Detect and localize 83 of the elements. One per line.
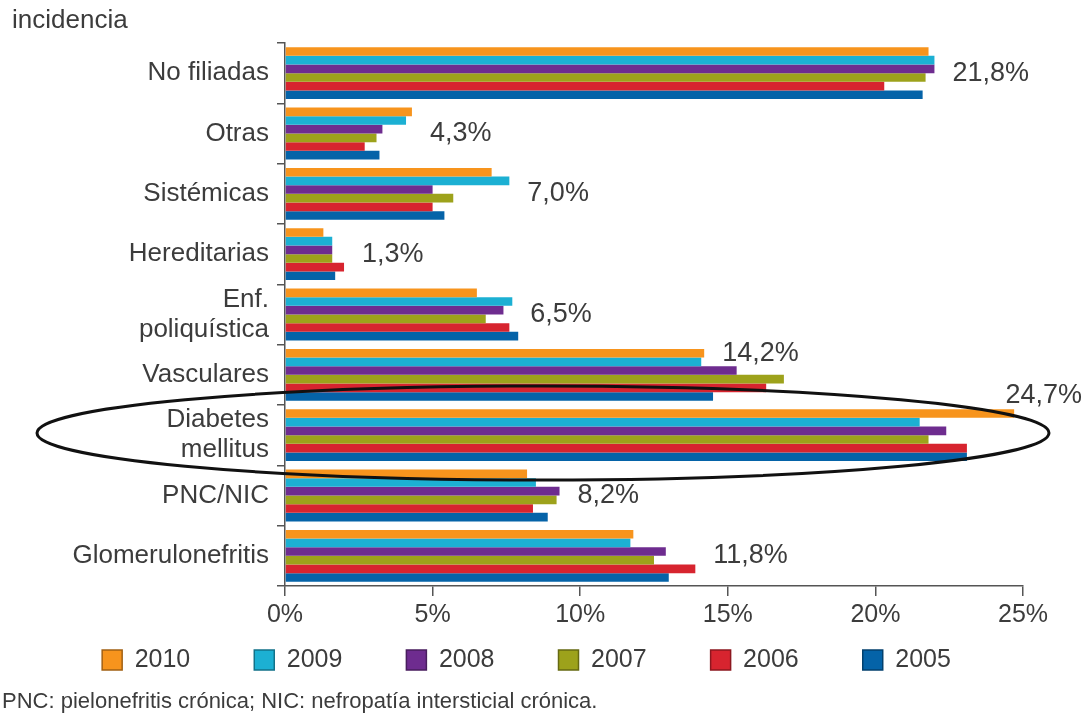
bar [285, 167, 492, 177]
bar [285, 150, 380, 160]
data-label: 11,8% [713, 539, 788, 570]
y-tick-label: No filiadas [147, 56, 269, 87]
bar [285, 486, 560, 496]
legend-label: 2009 [286, 643, 343, 672]
bar [285, 133, 377, 143]
bar [285, 495, 557, 505]
bar [285, 202, 433, 212]
bar [285, 512, 548, 522]
bar [285, 547, 666, 556]
data-label: 4,3% [429, 116, 492, 147]
y-tick-label: Hereditarias [128, 237, 269, 268]
bar [285, 271, 336, 281]
bar [285, 357, 702, 367]
bar [285, 107, 412, 117]
data-label: 7,0% [527, 177, 589, 208]
bar [285, 323, 510, 332]
bar [285, 374, 784, 384]
data-label: 21,8% [952, 56, 1029, 87]
bar [285, 73, 926, 82]
bar [285, 555, 654, 565]
data-label: 8,2% [577, 478, 640, 509]
y-tick-label: Otras [205, 116, 269, 147]
legend-label: 2008 [438, 643, 495, 672]
legend-label: 2005 [895, 643, 951, 672]
bar [285, 417, 920, 427]
bar [285, 573, 669, 582]
data-label: 6,5% [530, 297, 592, 328]
bar [285, 564, 696, 574]
bar [285, 245, 333, 255]
y-tick-label: Glomerulonefritis [72, 539, 269, 570]
bar [285, 409, 1015, 418]
bar [285, 504, 533, 513]
x-tick-label: 15% [702, 598, 753, 627]
text: incidencia [12, 4, 128, 34]
bar [285, 426, 947, 436]
bar [285, 211, 445, 220]
bar [285, 64, 935, 74]
y-tick-label: Vasculares [142, 358, 269, 389]
y-tick-label: Enf. poliquística [138, 282, 270, 343]
bar [285, 124, 383, 134]
bar [285, 529, 634, 539]
bar [285, 366, 737, 375]
legend-label: 2006 [743, 643, 799, 672]
bar [285, 538, 631, 548]
y-tick-label: Sistémicas [143, 177, 269, 208]
bar [285, 452, 967, 462]
bar [285, 331, 519, 341]
bar [285, 435, 929, 444]
bar [285, 392, 714, 401]
legend-label: 2007 [591, 643, 647, 672]
bar [285, 55, 935, 65]
legend-label: 2010 [134, 643, 191, 672]
bar [285, 90, 923, 100]
data-label: 14,2% [722, 336, 799, 367]
bar [285, 348, 705, 358]
bar [285, 305, 504, 315]
x-tick-label: 25% [997, 598, 1049, 627]
bar [285, 116, 407, 125]
bar [285, 297, 513, 306]
bar [285, 228, 324, 237]
text: PNC: pielonefritis crónica; NIC: nefropatía intersticial crónica. [2, 688, 598, 714]
bar [285, 185, 433, 194]
bar [285, 193, 454, 203]
bar [285, 262, 345, 272]
bar [285, 81, 885, 91]
x-tick-label: 0% [266, 598, 304, 627]
y-tick-label: Diabetes mellitus [166, 403, 269, 464]
x-tick-label: 10% [555, 598, 606, 627]
bar [285, 236, 333, 246]
data-label: 1,3% [362, 237, 424, 268]
bar [285, 288, 477, 298]
bar [285, 176, 510, 186]
bar [285, 47, 929, 56]
bar [285, 254, 333, 263]
x-tick-label: 5% [414, 598, 451, 627]
bar [285, 142, 365, 151]
y-tick-label: PNC/NIC [162, 478, 269, 509]
x-tick-label: 20% [850, 598, 901, 627]
bar [285, 314, 486, 324]
data-label: 24,7% [1005, 378, 1083, 409]
bar [285, 443, 967, 453]
